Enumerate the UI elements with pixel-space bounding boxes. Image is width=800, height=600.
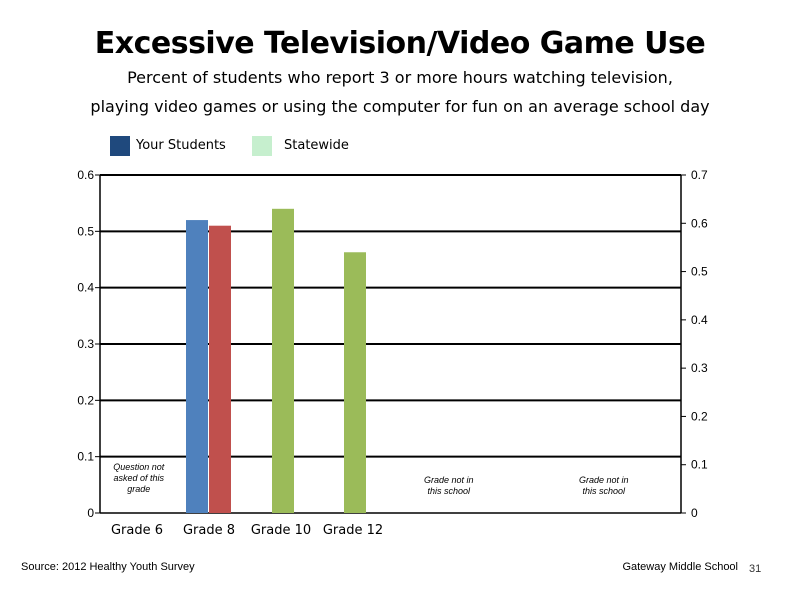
y-axis-tick-label: 0.3 bbox=[77, 337, 94, 351]
y-axis-tick-label: 0 bbox=[87, 506, 94, 520]
x-axis-category-label: Grade 8 bbox=[183, 523, 235, 538]
y2-axis-tick-label: 0.2 bbox=[691, 409, 708, 423]
annotation-text: Grade not in bbox=[579, 475, 629, 485]
annotation-text: this school bbox=[427, 486, 471, 496]
annotation-text: Grade not in bbox=[424, 475, 474, 485]
chart-subtitle-line-2: playing video games or using the compute… bbox=[90, 97, 710, 116]
y2-axis-tick-label: 0.1 bbox=[691, 458, 708, 472]
bar bbox=[186, 220, 208, 514]
x-axis-category-label: Grade 6 bbox=[111, 523, 163, 538]
annotation-text: this school bbox=[582, 486, 626, 496]
y-axis-tick-label: 0.2 bbox=[77, 393, 94, 407]
school-name: Gateway Middle School bbox=[622, 561, 738, 573]
y2-axis-tick-label: 0 bbox=[691, 506, 698, 520]
annotation-text: grade bbox=[127, 484, 150, 494]
legend-label-statewide: Statewide bbox=[284, 138, 349, 153]
legend-label-your-students: Your Students bbox=[136, 138, 226, 153]
source-note: Source: 2012 Healthy Youth Survey bbox=[21, 561, 195, 573]
y-axis-tick-label: 0.4 bbox=[77, 281, 94, 295]
legend-swatch-statewide bbox=[252, 136, 272, 156]
x-axis-category-label: Grade 12 bbox=[323, 523, 383, 538]
annotation-text: asked of this bbox=[113, 473, 164, 483]
bar bbox=[344, 252, 366, 513]
y-axis-tick-label: 0.6 bbox=[77, 168, 94, 182]
annotation-text: Question not bbox=[113, 462, 165, 472]
bar bbox=[209, 225, 231, 513]
legend-swatch-your-students bbox=[110, 136, 130, 156]
y-axis-tick-label: 0.5 bbox=[77, 224, 94, 238]
x-axis-category-label: Grade 10 bbox=[251, 523, 311, 538]
chart-title: Excessive Television/Video Game Use bbox=[94, 26, 706, 61]
y2-axis-tick-label: 0.5 bbox=[691, 265, 708, 279]
y2-axis-tick-label: 0.3 bbox=[691, 361, 708, 375]
y2-axis-tick-label: 0.7 bbox=[691, 168, 708, 182]
chart-subtitle-line-1: Percent of students who report 3 or more… bbox=[127, 68, 673, 87]
y-axis-tick-label: 0.1 bbox=[77, 450, 94, 464]
y2-axis-tick-label: 0.4 bbox=[691, 313, 708, 327]
bar bbox=[272, 208, 294, 514]
page-number: 31 bbox=[749, 563, 762, 575]
y2-axis-tick-label: 0.6 bbox=[691, 216, 708, 230]
